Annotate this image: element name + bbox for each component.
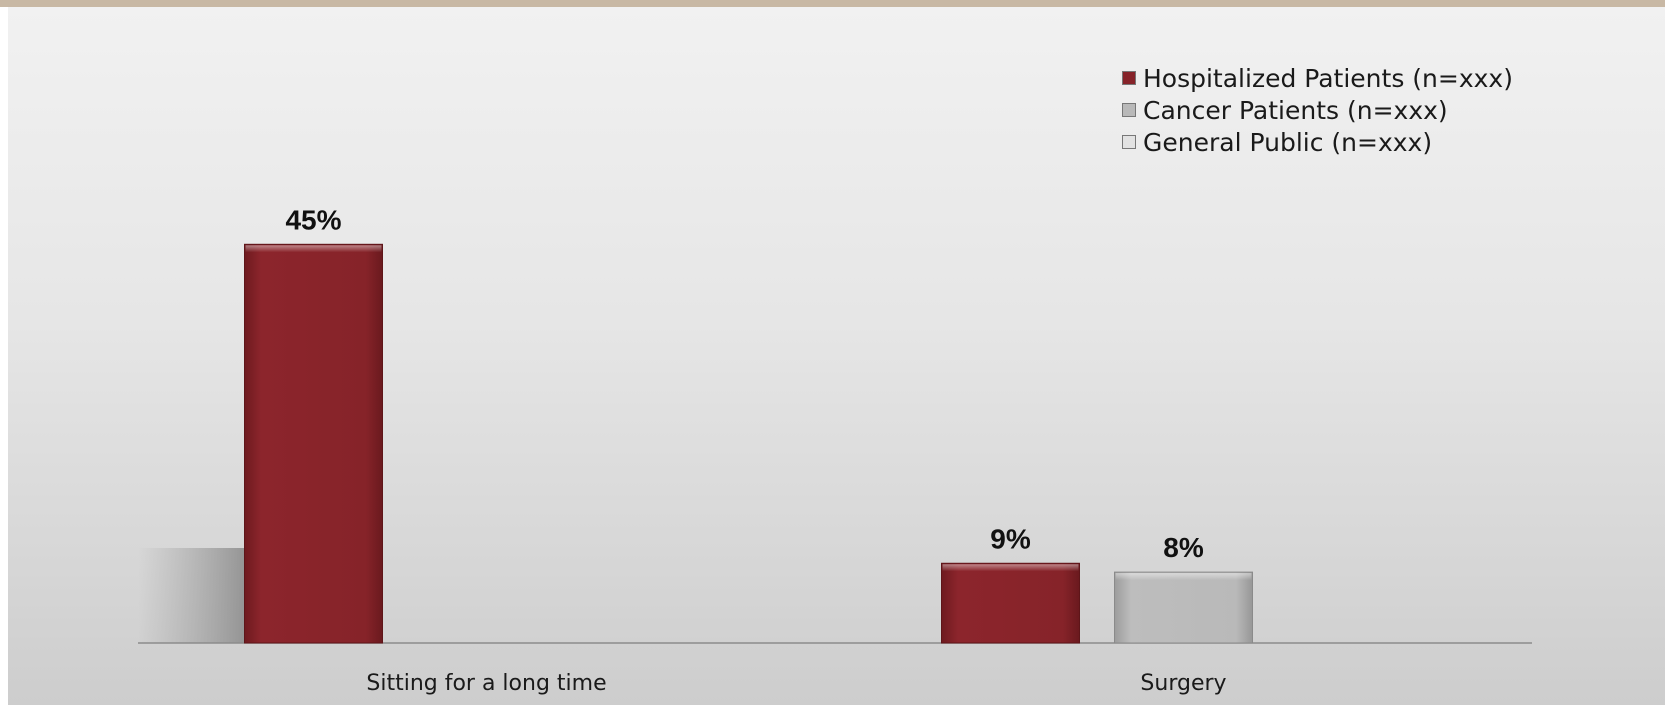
legend: Hospitalized Patients (n=xxx) Cancer Pati…: [1122, 62, 1513, 158]
legend-swatch: [1122, 71, 1136, 85]
bar-series-0-category-0: [244, 243, 383, 644]
legend-item: General Public (n=xxx): [1122, 126, 1513, 158]
bar-shadow: [138, 548, 245, 643]
legend-label: Hospitalized Patients (n=xxx): [1143, 63, 1513, 93]
legend-item: Hospitalized Patients (n=xxx): [1122, 62, 1513, 94]
category-label: Sitting for a long time: [366, 671, 606, 696]
data-label: 9%: [990, 523, 1031, 554]
legend-swatch: [1122, 135, 1136, 149]
bar-bevel: [1115, 573, 1252, 581]
bar-series-1-category-1: [1114, 571, 1253, 644]
bar-bevel: [942, 564, 1079, 572]
data-label: 45%: [285, 204, 341, 235]
top-rule: [0, 0, 1665, 7]
legend-item: Cancer Patients (n=xxx): [1122, 94, 1513, 126]
data-label: 8%: [1163, 532, 1204, 563]
category-label: Surgery: [1140, 671, 1226, 696]
legend-label: Cancer Patients (n=xxx): [1143, 95, 1448, 125]
bar-series-0-category-1: [941, 562, 1080, 644]
legend-swatch: [1122, 103, 1136, 117]
bar-bevel: [245, 245, 382, 253]
legend-label: General Public (n=xxx): [1143, 127, 1433, 157]
